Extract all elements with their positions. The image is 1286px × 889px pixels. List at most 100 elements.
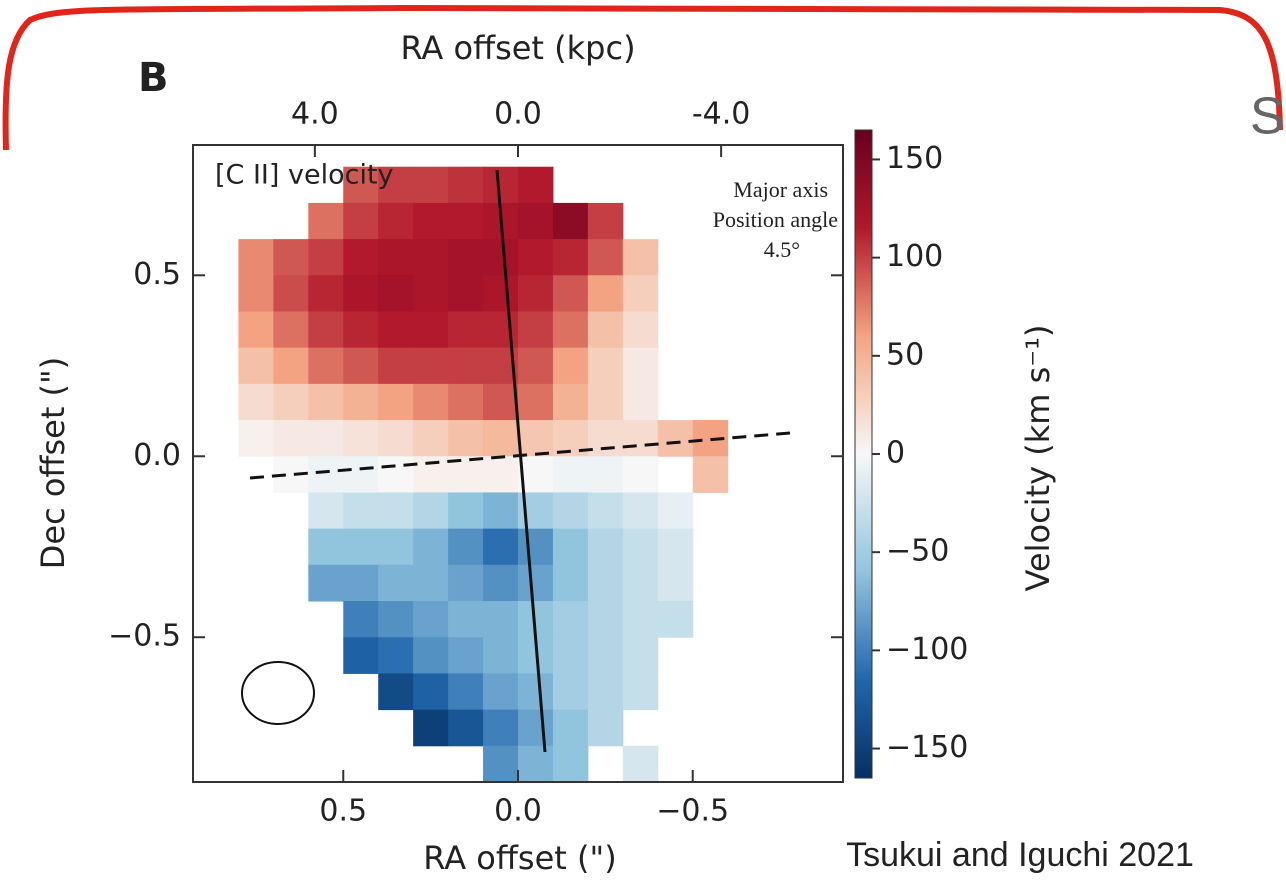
cell bbox=[587, 709, 624, 747]
cell bbox=[378, 528, 414, 566]
y-tick-label: 0.5 bbox=[133, 257, 181, 292]
cell bbox=[483, 564, 519, 602]
cell bbox=[483, 239, 519, 276]
cell bbox=[518, 311, 554, 349]
cell bbox=[483, 275, 519, 312]
cell bbox=[378, 347, 414, 385]
y-tick-label: 0.0 bbox=[133, 438, 181, 473]
cell bbox=[238, 311, 274, 349]
cell bbox=[448, 528, 484, 566]
cell bbox=[657, 528, 694, 566]
cell bbox=[587, 456, 624, 493]
cell bbox=[518, 383, 554, 421]
highlight-border bbox=[2, 4, 1283, 151]
cell bbox=[518, 239, 554, 276]
annotation: [C II] velocity bbox=[215, 160, 394, 191]
panel-label: B bbox=[138, 55, 169, 101]
cell bbox=[343, 275, 379, 312]
cell bbox=[308, 383, 344, 421]
cell bbox=[238, 383, 274, 421]
cell bbox=[273, 383, 309, 421]
cell bbox=[448, 383, 484, 421]
minor-axis-line bbox=[249, 431, 791, 480]
cell bbox=[448, 637, 484, 674]
cell bbox=[518, 202, 554, 240]
cell bbox=[622, 492, 659, 530]
cell bbox=[378, 637, 414, 674]
cell bbox=[308, 347, 344, 385]
cell bbox=[518, 420, 554, 457]
cell bbox=[343, 202, 379, 240]
cell bbox=[413, 383, 449, 421]
cell bbox=[518, 166, 554, 204]
side-text: S bbox=[1250, 88, 1285, 146]
cell bbox=[413, 347, 449, 385]
cell bbox=[343, 311, 379, 349]
colorbar-tick-label: −50 bbox=[886, 534, 949, 569]
colorbar-tick-label: 100 bbox=[886, 239, 943, 274]
y-label: Dec offset (") bbox=[34, 357, 72, 569]
cell bbox=[622, 564, 659, 602]
cell bbox=[622, 347, 659, 385]
cell bbox=[622, 239, 659, 276]
cell bbox=[343, 420, 379, 457]
cell bbox=[483, 166, 519, 204]
cell bbox=[413, 420, 449, 457]
cell bbox=[552, 601, 589, 638]
cell bbox=[308, 420, 344, 457]
cell bbox=[552, 564, 589, 602]
x2-tick-label: 0.0 bbox=[494, 97, 542, 132]
cell bbox=[448, 275, 484, 312]
cell bbox=[448, 239, 484, 276]
cell bbox=[308, 311, 344, 349]
cell bbox=[518, 528, 554, 566]
beam bbox=[241, 661, 315, 725]
cell bbox=[273, 239, 309, 276]
cell bbox=[483, 311, 519, 349]
major-axis-line bbox=[495, 169, 547, 753]
cell bbox=[343, 239, 379, 276]
cell bbox=[552, 745, 589, 783]
velocity-map bbox=[238, 166, 729, 783]
cell bbox=[448, 420, 484, 457]
cell bbox=[587, 383, 624, 421]
cell bbox=[552, 239, 589, 276]
note: 4.5° bbox=[764, 237, 800, 262]
cell bbox=[622, 673, 659, 711]
cell bbox=[518, 745, 554, 783]
cell bbox=[483, 673, 519, 711]
x-label: RA offset (") bbox=[423, 839, 616, 877]
cell bbox=[273, 420, 309, 457]
cell bbox=[622, 275, 659, 312]
cell bbox=[448, 601, 484, 638]
cell bbox=[343, 383, 379, 421]
cell bbox=[308, 564, 344, 602]
cell bbox=[448, 709, 484, 747]
cell bbox=[448, 564, 484, 602]
cell bbox=[552, 275, 589, 312]
cell bbox=[587, 673, 624, 711]
cell bbox=[483, 745, 519, 783]
cell bbox=[483, 709, 519, 747]
cell bbox=[343, 492, 379, 530]
cell bbox=[622, 528, 659, 566]
cell bbox=[308, 202, 344, 240]
cell bbox=[308, 239, 344, 276]
cell bbox=[378, 601, 414, 638]
cell bbox=[378, 456, 414, 493]
cell bbox=[343, 601, 379, 638]
cell bbox=[552, 637, 589, 674]
cell bbox=[238, 275, 274, 312]
cell bbox=[587, 239, 624, 276]
cell bbox=[273, 275, 309, 312]
cell bbox=[552, 673, 589, 711]
cell bbox=[413, 673, 449, 711]
note: Position angle bbox=[713, 207, 838, 232]
cell bbox=[308, 528, 344, 566]
cell bbox=[518, 275, 554, 312]
cell bbox=[552, 456, 589, 493]
cell bbox=[273, 311, 309, 349]
cell bbox=[587, 202, 624, 240]
cell bbox=[378, 564, 414, 602]
